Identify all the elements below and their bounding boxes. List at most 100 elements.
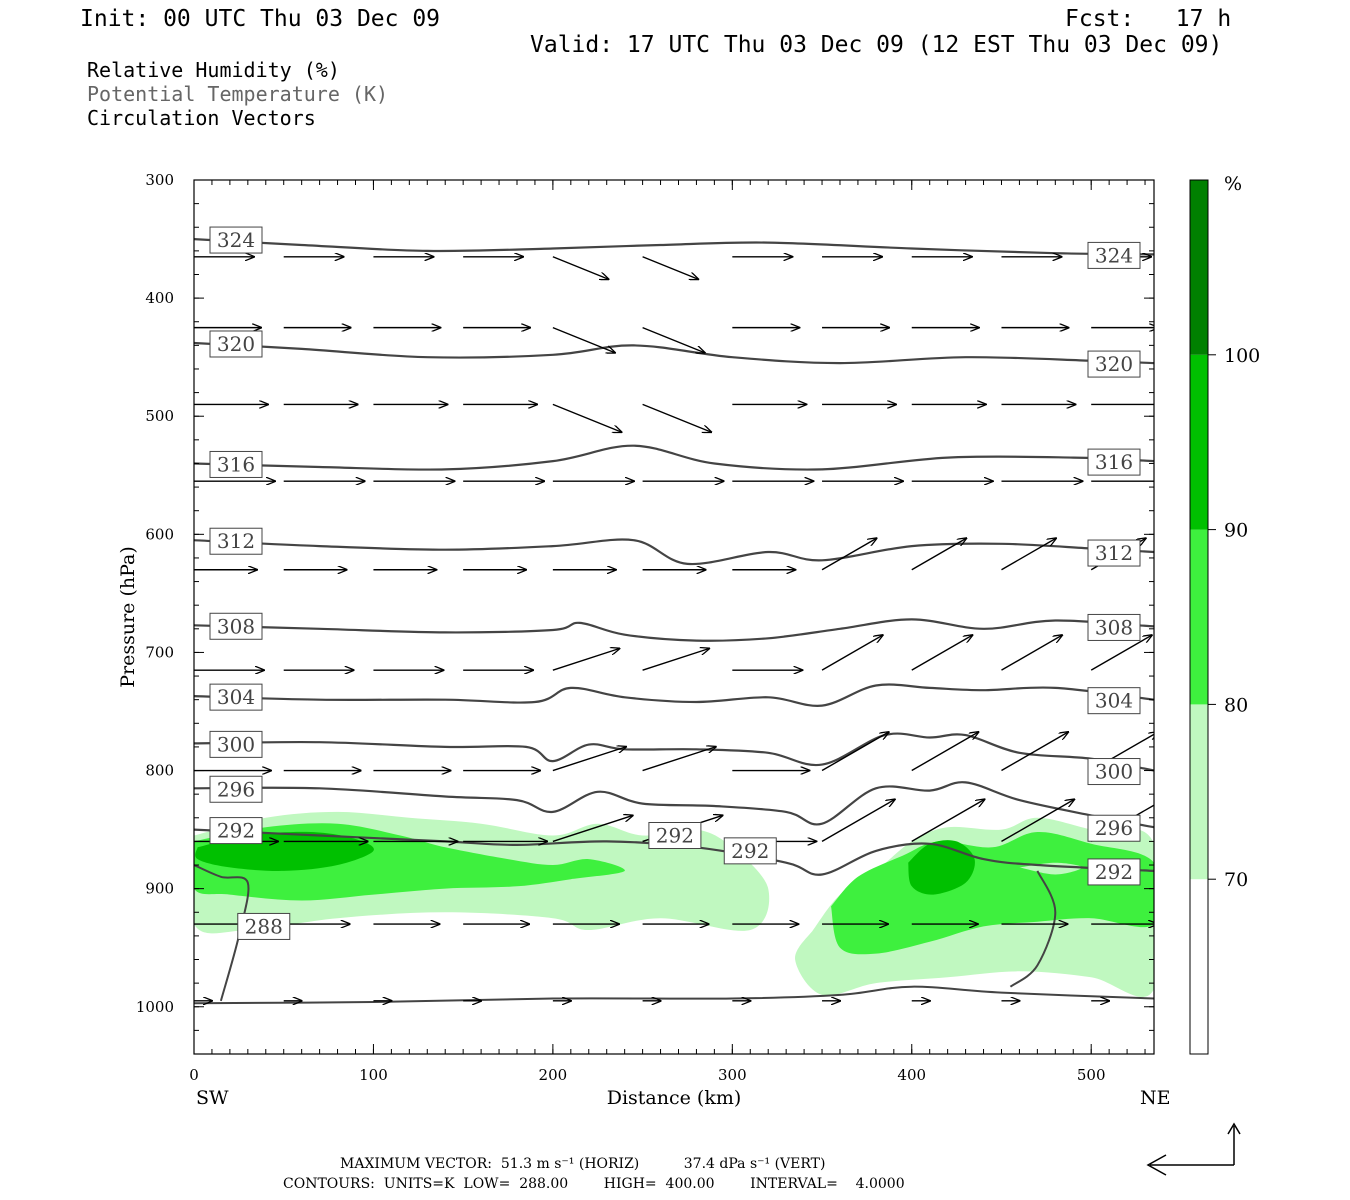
theta-324-label: 324 xyxy=(1095,243,1133,267)
footer-max-vector: MAXIMUM VECTOR: 51.3 m s⁻¹ (HORIZ) 37.4 … xyxy=(340,1156,826,1172)
vector-arrow xyxy=(552,649,620,671)
theta-296-label-box xyxy=(1087,814,1141,842)
vector-arrow xyxy=(552,403,622,432)
y-tick-label: 900 xyxy=(145,880,174,898)
colorbar-label: 70 xyxy=(1224,869,1248,891)
theta-324-label-box xyxy=(1087,241,1141,269)
theta-308-label: 308 xyxy=(217,614,255,638)
forecast-hour: Fcst: 17 h xyxy=(1065,6,1232,32)
rh-region-6 xyxy=(908,840,975,895)
legend-relative-humidity: Relative Humidity (%) xyxy=(87,58,340,82)
theta-304-label: 304 xyxy=(1095,689,1133,713)
theta-288-label-box xyxy=(237,912,291,940)
x-tick-label: 100 xyxy=(359,1066,388,1084)
theta-292-mid-label-0: 292 xyxy=(656,824,694,848)
theta-304-label-box xyxy=(1087,687,1141,715)
vector-arrow xyxy=(642,403,712,432)
theta-316-label-box xyxy=(209,450,263,478)
theta-296-label: 296 xyxy=(1095,816,1133,840)
y-tick-label: 700 xyxy=(145,643,174,661)
theta-316-line xyxy=(194,444,1154,471)
theta-324-label: 324 xyxy=(217,228,255,252)
vector-arrow xyxy=(911,635,973,671)
colorbar-segment xyxy=(1190,354,1208,530)
theta-320-label-box xyxy=(209,330,263,358)
vector-arrow xyxy=(552,256,609,279)
relative-humidity-fill xyxy=(194,811,1154,997)
sw-label: SW xyxy=(196,1087,229,1109)
theta-288-label: 288 xyxy=(245,914,283,938)
colorbar-segment xyxy=(1190,879,1208,1054)
vector-arrow xyxy=(911,538,967,571)
theta-312-line xyxy=(194,538,1154,566)
y-tick-label: 300 xyxy=(145,171,174,189)
vector-arrow xyxy=(1090,635,1152,671)
colorbar: 70 80 90 100 xyxy=(1189,179,1260,1055)
vector-arrow xyxy=(911,799,985,843)
theta-312-label: 312 xyxy=(1095,541,1133,565)
theta-308-line xyxy=(194,618,1154,642)
y-tick-label: 600 xyxy=(145,525,174,543)
surface-line xyxy=(194,985,1154,1005)
theta-304-line xyxy=(194,683,1154,707)
y-tick-label: 1000 xyxy=(136,998,174,1016)
vector-arrow xyxy=(642,747,716,772)
theta-308-label-box xyxy=(1087,613,1141,641)
contour-labels: 324 324 320 320 316 316 312 312 308 308 304 304 300 3… xyxy=(209,226,1141,940)
colorbar-unit: % xyxy=(1224,173,1242,195)
init-time: Init: 00 UTC Thu 03 Dec 09 xyxy=(80,6,441,32)
valid-time: Valid: 17 UTC Thu 03 Dec 09 (12 EST Thu … xyxy=(530,32,1223,58)
theta-292-label-box xyxy=(1087,858,1141,886)
theta-292-east-line xyxy=(1009,870,1057,988)
theta-320-label-box xyxy=(1087,350,1141,378)
vector-arrow xyxy=(821,635,883,671)
vector-arrow xyxy=(642,649,710,671)
theta-308-label: 308 xyxy=(1095,615,1133,639)
vector-arrow xyxy=(642,326,705,353)
theta-300-label-box xyxy=(1087,758,1141,786)
x-tick-label: 400 xyxy=(897,1066,926,1084)
theta-308-label-box xyxy=(209,612,263,640)
colorbar-frame xyxy=(1189,179,1209,1055)
y-tick-label: 800 xyxy=(145,762,174,780)
theta-300-line xyxy=(194,732,1154,772)
legend-potential-temperature: Potential Temperature (K) xyxy=(87,82,389,106)
theta-292-mid-label-box-0 xyxy=(648,822,702,849)
theta-312-label-box xyxy=(1087,539,1141,567)
y-axis-title: Pressure (hPa) xyxy=(117,546,139,688)
x-tick-label: 300 xyxy=(718,1066,747,1084)
vector-arrow xyxy=(1001,799,1074,843)
colorbar-label: 80 xyxy=(1224,694,1248,716)
theta-292-label-box xyxy=(209,817,263,845)
x-tick-label: 0 xyxy=(189,1066,199,1084)
vector-arrow xyxy=(552,326,615,353)
theta-296-label-box xyxy=(209,775,263,803)
legend-circulation-vectors: Circulation Vectors xyxy=(87,106,316,130)
theta-304-label: 304 xyxy=(217,685,255,709)
y-tick-label: 400 xyxy=(145,289,174,307)
theta-316-label-box xyxy=(1087,448,1141,476)
x-axis-title: Distance (km) xyxy=(607,1087,742,1109)
vector-arrow xyxy=(552,747,626,772)
footer-contours: CONTOURS: UNITS=K LOW= 288.00 HIGH= 400.… xyxy=(283,1176,905,1192)
theta-320-label: 320 xyxy=(1095,352,1133,376)
theta-292-label: 292 xyxy=(1095,860,1133,884)
theta-300-label-box xyxy=(209,730,263,758)
theta-320-label: 320 xyxy=(217,332,255,356)
vector-arrow xyxy=(1001,635,1062,671)
theta-296-label: 296 xyxy=(217,777,255,801)
theta-288-line xyxy=(194,864,250,1002)
vector-arrow xyxy=(821,538,877,571)
theta-312-label-box xyxy=(209,527,263,555)
ne-label: NE xyxy=(1140,1087,1171,1109)
theta-316-label: 316 xyxy=(1095,450,1133,474)
vector-arrow xyxy=(821,799,895,843)
theta-300-label: 300 xyxy=(217,732,255,756)
x-tick-label: 200 xyxy=(539,1066,568,1084)
theta-300-label: 300 xyxy=(1095,760,1133,784)
y-tick-label: 500 xyxy=(145,407,174,425)
theta-320-line xyxy=(194,341,1154,365)
theta-316-label: 316 xyxy=(217,452,255,476)
vector-arrow xyxy=(911,732,979,772)
